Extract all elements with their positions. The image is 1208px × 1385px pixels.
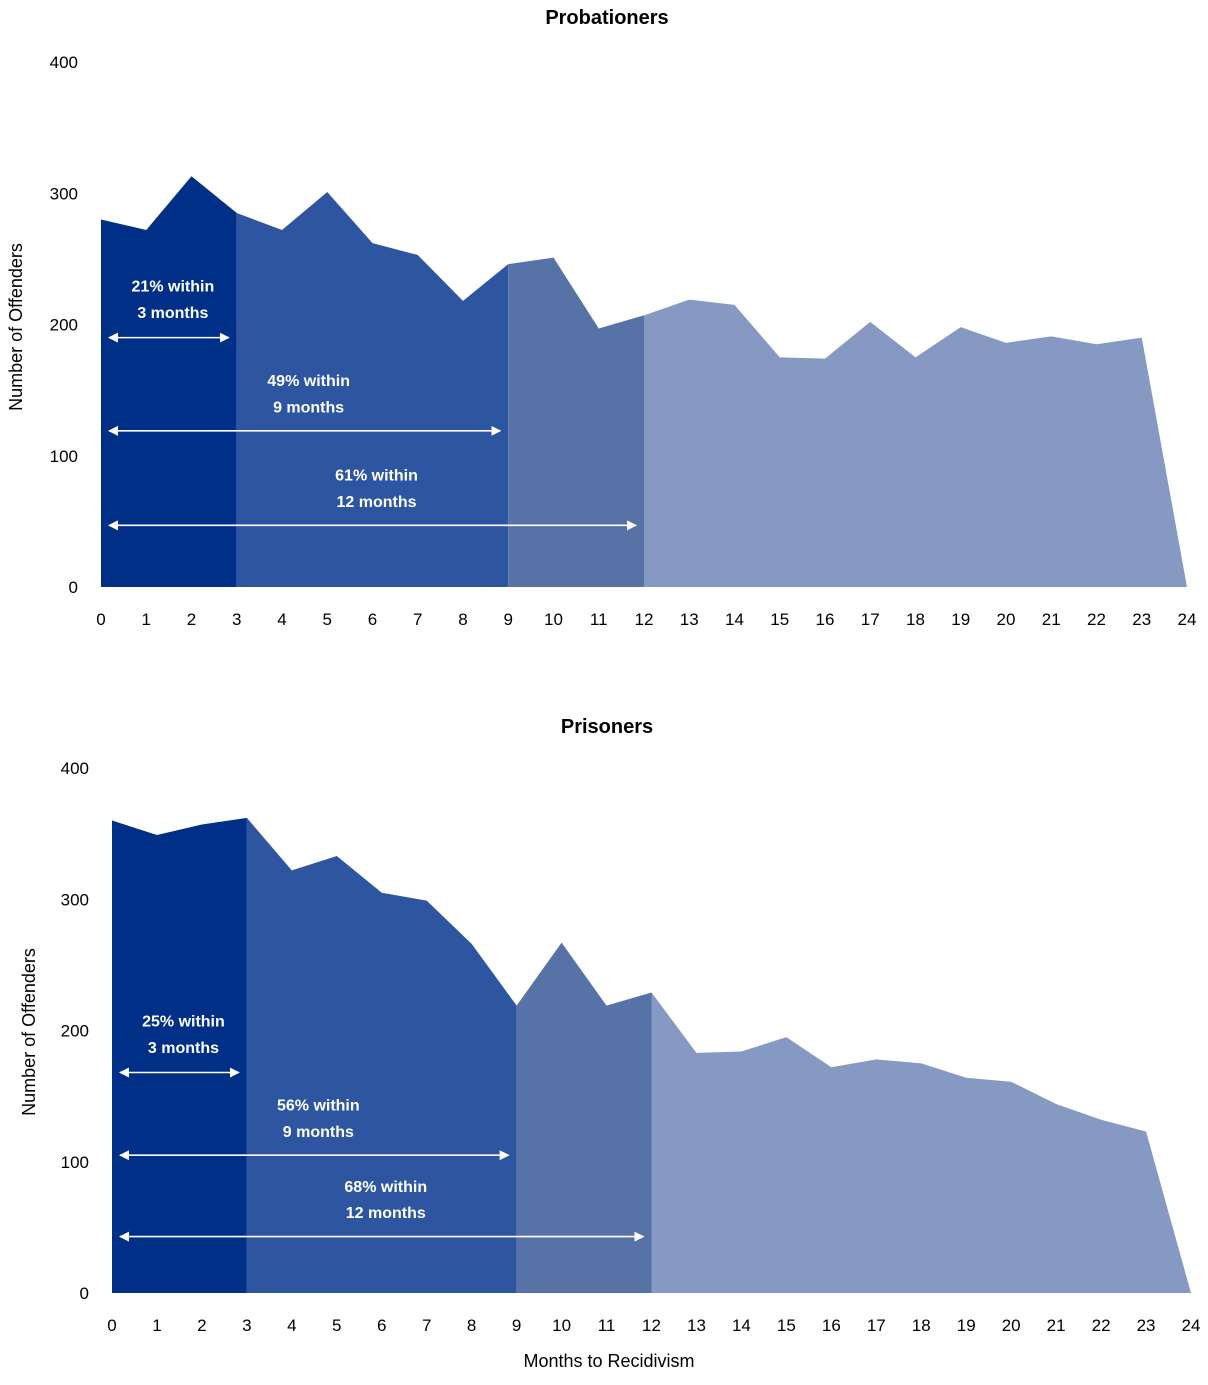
y-tick-label: 200 (50, 316, 78, 335)
x-tick-label: 24 (1182, 1316, 1201, 1335)
x-tick-label: 8 (467, 1316, 476, 1335)
x-tick-label: 10 (552, 1316, 571, 1335)
chart-title-prisoners: Prisoners (561, 716, 653, 738)
x-tick-label: 14 (732, 1316, 751, 1335)
x-tick-label: 23 (1132, 610, 1151, 629)
x-tick-label: 8 (458, 610, 467, 629)
x-tick-label: 9 (504, 610, 513, 629)
x-tick-label: 5 (332, 1316, 341, 1335)
x-tick-label: 22 (1092, 1316, 1111, 1335)
annotation-label: 56% within (277, 1098, 360, 1115)
chart-title-probationers: Probationers (545, 7, 668, 29)
x-tick-label: 3 (242, 1316, 251, 1335)
area-band-prisoners-3 (651, 992, 1191, 1293)
x-tick-label: 11 (590, 610, 608, 629)
annotation-label: 68% within (344, 1179, 427, 1196)
x-tick-label: 7 (413, 610, 422, 629)
area-band-prisoners-1 (246, 817, 517, 1293)
y-tick-label: 0 (80, 1284, 89, 1303)
x-tick-label: 18 (906, 610, 925, 629)
annotation-label: 9 months (273, 399, 344, 416)
y-tick-label: 400 (50, 53, 78, 72)
x-tick-label: 2 (187, 610, 196, 629)
annotation-label: 49% within (267, 373, 350, 390)
x-tick-label: 17 (867, 1316, 886, 1335)
y-tick-label: 300 (61, 890, 89, 909)
x-tick-label: 22 (1087, 610, 1106, 629)
x-tick-label: 10 (544, 610, 563, 629)
y-tick-label: 400 (61, 759, 89, 778)
x-tick-label: 16 (822, 1316, 841, 1335)
area-band-probationers-0 (101, 176, 237, 587)
x-tick-label: 0 (96, 610, 105, 629)
x-tick-label: 21 (1047, 1316, 1066, 1335)
x-tick-label: 12 (642, 1316, 661, 1335)
x-tick-label: 13 (687, 1316, 706, 1335)
x-tick-label: 11 (598, 1316, 616, 1335)
annotation-label: 25% within (142, 1014, 225, 1031)
x-tick-label: 13 (680, 610, 699, 629)
x-tick-label: 1 (142, 610, 151, 629)
x-tick-label: 9 (512, 1316, 521, 1335)
x-tick-label: 24 (1178, 610, 1197, 629)
x-tick-label: 17 (861, 610, 880, 629)
x-tick-label: 20 (1002, 1316, 1021, 1335)
y-tick-label: 100 (61, 1153, 89, 1172)
y-tick-label: 200 (61, 1022, 89, 1041)
annotation-label: 12 months (336, 494, 416, 511)
x-tick-label: 15 (770, 610, 789, 629)
annotation-label: 3 months (137, 305, 208, 322)
area-band-probationers-1 (236, 191, 509, 587)
x-tick-label: 12 (635, 610, 654, 629)
x-tick-label: 6 (368, 610, 377, 629)
annotation-label: 21% within (132, 279, 215, 296)
y-tick-label: 100 (50, 447, 78, 466)
y-tick-label: 300 (50, 184, 78, 203)
x-tick-label: 0 (107, 1316, 116, 1335)
area-band-probationers-2 (508, 257, 644, 587)
x-tick-label: 7 (422, 1316, 431, 1335)
y-tick-label: 0 (69, 578, 78, 597)
area-band-prisoners-0 (112, 817, 247, 1293)
x-tick-label: 19 (957, 1316, 976, 1335)
area-band-prisoners-2 (516, 942, 652, 1293)
x-tick-label: 14 (725, 610, 744, 629)
annotation-label: 9 months (283, 1124, 354, 1141)
annotation-label: 12 months (346, 1205, 426, 1222)
x-tick-label: 5 (323, 610, 332, 629)
x-tick-label: 19 (951, 610, 970, 629)
x-tick-label: 15 (777, 1316, 796, 1335)
x-tick-label: 20 (997, 610, 1016, 629)
x-tick-label: 4 (287, 1316, 296, 1335)
annotation-label: 61% within (335, 468, 418, 485)
x-tick-label: 4 (277, 610, 286, 629)
area-band-probationers-3 (644, 299, 1187, 587)
y-axis-label-probationers: Number of Offenders (6, 243, 26, 411)
annotation-label: 3 months (148, 1040, 219, 1057)
x-tick-label: 1 (152, 1316, 161, 1335)
x-axis-label: Months to Recidivism (523, 1351, 694, 1371)
x-tick-label: 23 (1137, 1316, 1156, 1335)
x-tick-label: 2 (197, 1316, 206, 1335)
x-tick-label: 16 (816, 610, 835, 629)
x-tick-label: 6 (377, 1316, 386, 1335)
x-tick-label: 18 (912, 1316, 931, 1335)
y-axis-label-prisoners: Number of Offenders (19, 948, 39, 1116)
x-tick-label: 3 (232, 610, 241, 629)
x-tick-label: 21 (1042, 610, 1061, 629)
